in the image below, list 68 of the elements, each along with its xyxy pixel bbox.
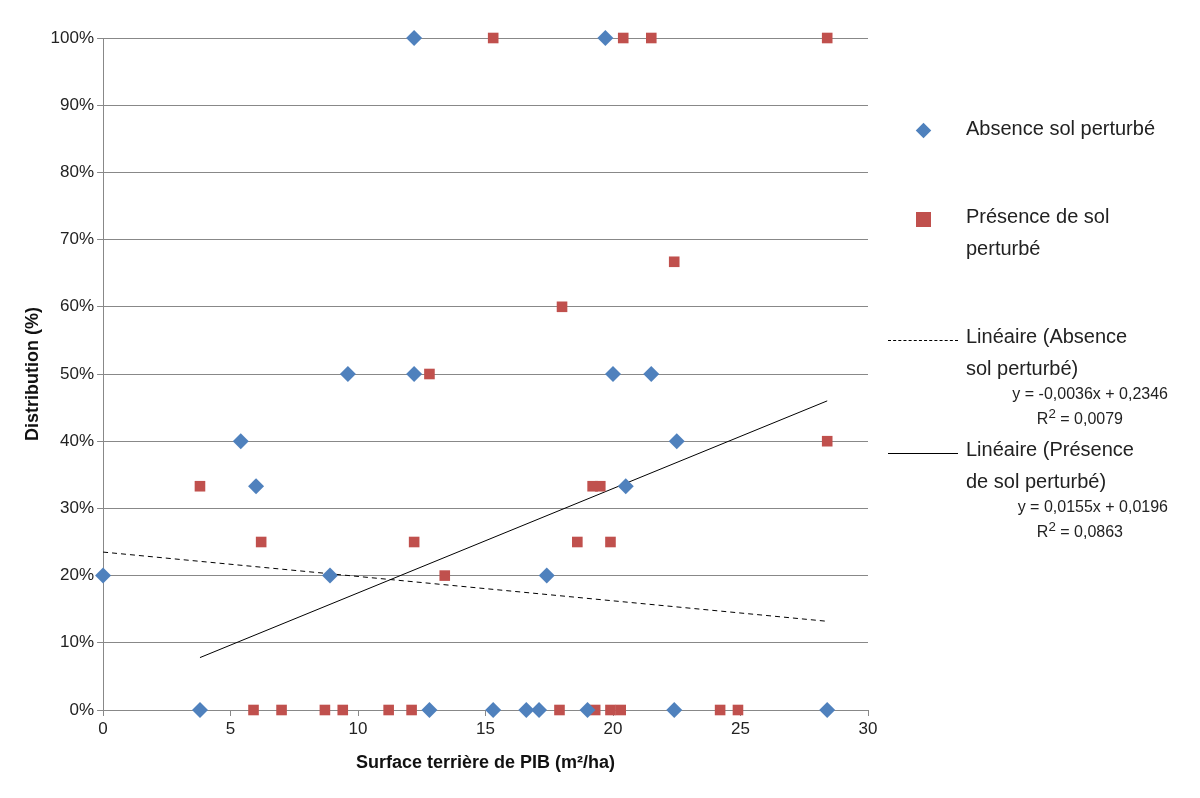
point	[406, 704, 417, 716]
point	[668, 433, 685, 450]
point	[421, 702, 438, 718]
point	[643, 366, 660, 382]
y-axis-title: Distribution (%)	[21, 307, 42, 441]
point	[95, 567, 112, 584]
x-axis-title: Surface terrière de PIB (m²/ha)	[355, 752, 616, 773]
point	[556, 301, 568, 313]
y-tick-label: 30%	[60, 498, 95, 518]
point	[531, 702, 548, 718]
point	[605, 536, 616, 548]
point	[406, 366, 423, 382]
y-tick-label: 60%	[60, 296, 95, 316]
text: y = -0,0036x + 0,2346	[1011, 384, 1169, 404]
point	[597, 30, 614, 46]
point	[645, 32, 657, 44]
point	[617, 478, 634, 495]
x-tick-label: 15	[476, 718, 495, 738]
x-tick-label: 0	[98, 718, 108, 738]
y-tick-label: 90%	[60, 94, 95, 114]
point	[666, 702, 683, 718]
legend-label: Linéaire (Absence sol perturbé)	[966, 324, 1129, 381]
text: R$^{2}$ = 0,0863	[1035, 518, 1124, 543]
point	[485, 702, 502, 718]
y-tick-label: 20%	[60, 565, 95, 585]
x-tick-label: 25	[731, 718, 750, 738]
point	[424, 368, 435, 380]
y-tick-label: 10%	[60, 632, 95, 652]
legend-label: Présence de sol perturbé	[966, 204, 1111, 261]
x-tick-label: 20	[603, 718, 623, 738]
point	[579, 702, 596, 718]
point	[232, 433, 249, 450]
point	[406, 30, 423, 46]
legend-label: Absence sol perturbé	[966, 116, 1156, 141]
text: y = 0,0155x + 0,0196	[1016, 497, 1169, 518]
legend-label: Linéaire (Présence de sol perturbé)	[966, 437, 1135, 495]
point	[248, 704, 259, 716]
point	[518, 702, 535, 718]
point	[617, 32, 629, 44]
point	[337, 704, 349, 716]
y-tick-label: 40%	[60, 430, 95, 450]
text: R$^{2}$ = 0,0079	[1035, 405, 1124, 430]
y-tick-label: 80%	[60, 162, 95, 182]
point	[615, 704, 626, 716]
point	[821, 435, 833, 447]
y-tick-label: 100%	[50, 27, 95, 47]
point	[821, 32, 833, 44]
y-tick-label: 70%	[60, 229, 95, 249]
point	[383, 704, 394, 716]
point	[554, 704, 565, 716]
x-tick-label: 5	[225, 718, 236, 738]
point	[339, 366, 356, 382]
point	[322, 567, 339, 584]
point	[605, 366, 622, 382]
point	[248, 478, 265, 495]
point	[819, 702, 836, 718]
point	[194, 480, 206, 492]
point	[572, 536, 583, 548]
point	[538, 567, 555, 584]
point	[276, 704, 287, 716]
point	[191, 702, 208, 718]
y-tick-label: 0%	[69, 699, 95, 719]
y-tick-label: 50%	[60, 363, 95, 383]
x-tick-label: 30	[858, 718, 878, 738]
point	[439, 570, 451, 581]
x-tick-label: 10	[348, 718, 368, 738]
point	[668, 256, 680, 268]
point	[594, 480, 606, 492]
